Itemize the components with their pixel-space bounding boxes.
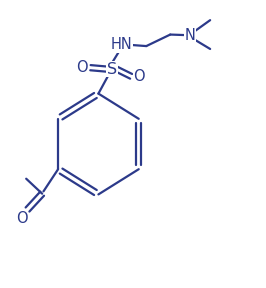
Text: O: O bbox=[76, 60, 88, 75]
Text: O: O bbox=[133, 69, 145, 84]
Text: O: O bbox=[16, 211, 27, 226]
Text: N: N bbox=[185, 29, 196, 43]
Text: S: S bbox=[107, 62, 117, 77]
Text: HN: HN bbox=[110, 37, 132, 52]
